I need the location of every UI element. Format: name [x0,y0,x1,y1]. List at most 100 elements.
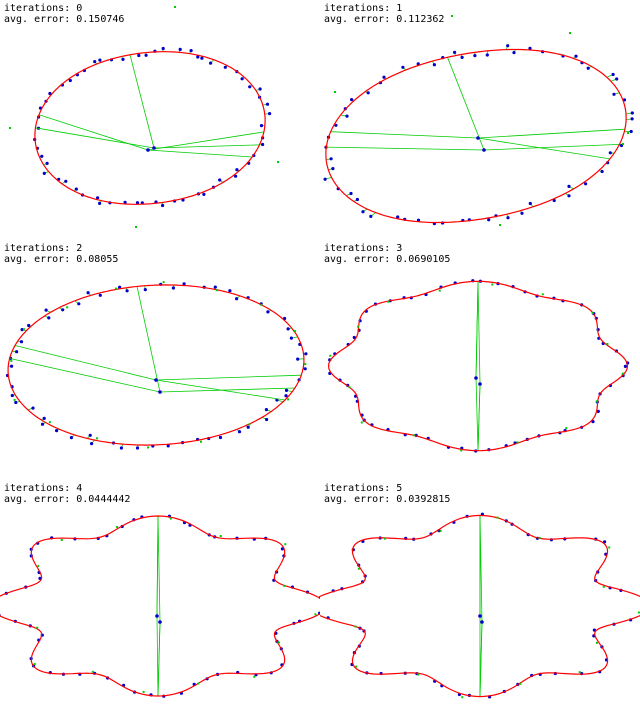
sample-point [27,323,31,328]
sample-point [349,191,353,196]
control-point [219,535,222,537]
sample-point [600,169,604,174]
sample-point [154,378,158,382]
sample-point [265,417,269,422]
sample-point [460,55,464,60]
sample-point [286,327,290,331]
control-point [387,300,390,303]
sample-point [623,364,628,368]
sample-point [158,390,162,394]
fitted-curve [34,51,266,205]
sample-point [630,111,634,115]
control-point [174,6,176,8]
sample-point [586,66,590,70]
sample-point [146,148,150,152]
sample-point [61,308,65,312]
sample-point [331,167,335,171]
control-point [197,682,200,685]
sample-point [196,55,200,59]
fitted-curve [320,514,640,698]
control-point [354,625,357,628]
sample-point [478,382,482,386]
sample-point [473,54,477,58]
sample-point [118,285,122,289]
residual-line [475,377,479,451]
control-point [283,584,286,587]
sample-point [64,179,68,183]
sample-point [45,161,49,165]
residual-line [38,114,149,151]
sample-point [47,316,51,320]
sample-point [86,291,90,295]
sample-point [48,91,52,96]
control-point [304,363,307,366]
control-point [596,641,598,644]
sample-point [228,289,232,293]
control-point [114,287,117,290]
residual-line [483,144,620,151]
control-point [22,328,25,331]
control-point [200,440,202,443]
control-point [329,354,332,357]
sample-point [506,216,510,220]
control-point [541,293,544,296]
control-point [33,663,36,665]
control-point [637,611,640,614]
sample-point [512,51,516,55]
panel-iteration-0: iterations: 0 avg. error: 0.150746 [0,0,320,240]
sample-point [369,214,373,218]
diagram-group [327,279,630,453]
sample-point [161,46,165,51]
control-point [595,400,598,403]
sample-point [416,218,421,222]
control-point [578,671,581,674]
control-point [516,441,519,444]
residual-line [147,131,264,151]
panel-iteration-4: iterations: 4 avg. error: 0.0444442 [0,480,320,720]
sample-point [135,446,140,450]
sample-point [615,77,619,81]
sample-point [166,444,170,448]
control-point [622,143,624,145]
avg-error-label: avg. error: 0.150746 [4,14,125,25]
control-point [621,372,624,375]
curve-fit-plot [327,279,630,453]
sample-point [202,192,206,196]
sample-point [478,614,482,618]
residual-line [447,57,485,151]
residual-line [479,621,483,697]
diagram-group [5,281,308,450]
sample-point [88,433,92,437]
sample-point [10,364,14,368]
control-point [412,434,415,437]
control-point [357,567,360,570]
control-point [461,696,464,699]
sample-point [218,178,222,182]
control-point [538,536,541,539]
sample-point [240,77,244,81]
sample-point [40,422,45,426]
sample-point [334,123,338,127]
sample-point [98,58,102,62]
sample-point [611,72,615,77]
control-point [357,325,360,328]
residual-line [477,128,625,139]
control-point [417,673,420,676]
control-point [348,386,351,389]
panel-iteration-1: iterations: 1 avg. error: 0.112362 [320,0,640,240]
sample-point [528,201,532,206]
sample-point [119,446,123,450]
sample-point [44,308,48,312]
control-point [91,670,94,673]
avg-error-label: avg. error: 0.112362 [324,14,445,25]
avg-error-label: avg. error: 0.0444442 [4,494,131,505]
control-point [439,529,442,532]
sample-point [125,289,129,293]
sample-point [218,435,223,440]
sample-point [506,44,510,48]
control-point [142,690,145,693]
sample-point [474,376,478,380]
iterations-label: iterations: 4 [4,483,83,494]
residual-line [159,387,295,393]
residual-line [330,131,479,139]
